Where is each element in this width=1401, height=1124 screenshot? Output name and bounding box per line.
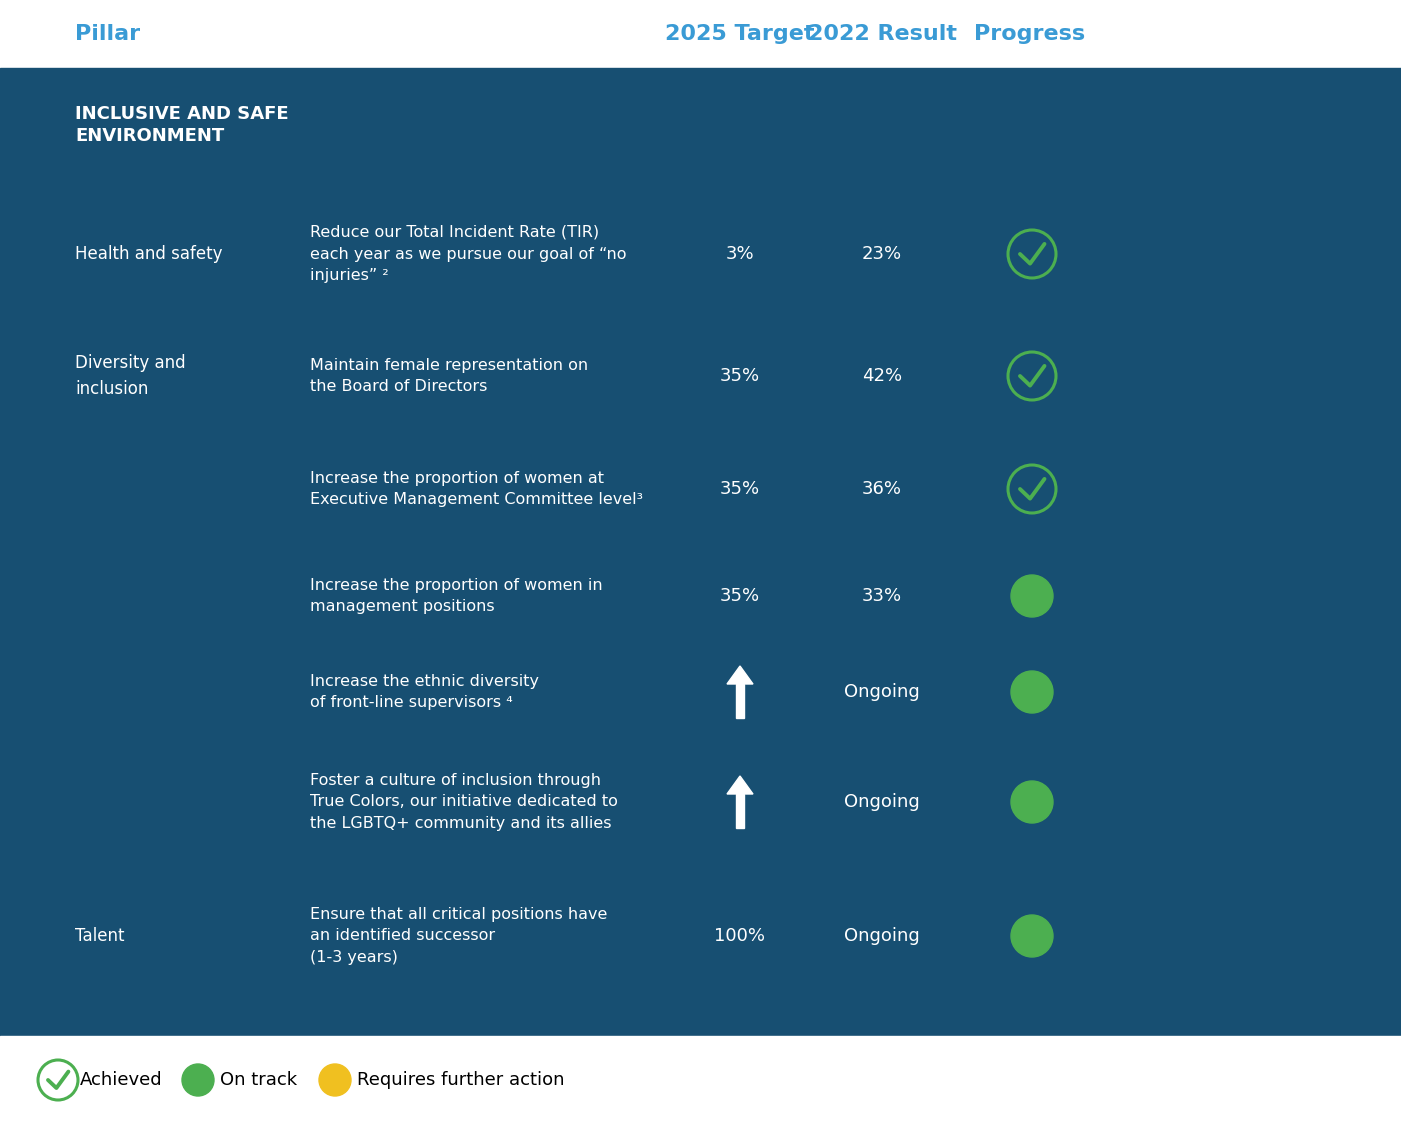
Bar — [0, 1036, 1401, 1124]
Polygon shape — [727, 776, 752, 794]
Text: 35%: 35% — [720, 368, 761, 386]
Text: Ensure that all critical positions have
an identified successor
(1-3 years): Ensure that all critical positions have … — [310, 907, 608, 966]
Text: ENVIRONMENT: ENVIRONMENT — [76, 127, 224, 145]
Text: 33%: 33% — [862, 587, 902, 605]
Text: 36%: 36% — [862, 480, 902, 498]
Text: Ongoing: Ongoing — [845, 683, 920, 701]
Text: 35%: 35% — [720, 587, 761, 605]
Text: Ongoing: Ongoing — [845, 927, 920, 945]
Text: 2022 Result: 2022 Result — [807, 24, 957, 44]
Circle shape — [182, 1064, 214, 1096]
Text: 23%: 23% — [862, 245, 902, 263]
Text: Achieved: Achieved — [80, 1071, 163, 1089]
Text: Health and safety: Health and safety — [76, 245, 223, 263]
Text: Increase the proportion of women in
management positions: Increase the proportion of women in mana… — [310, 578, 602, 615]
Text: Reduce our Total Incident Rate (TIR)
each year as we pursue our goal of “no
inju: Reduce our Total Incident Rate (TIR) eac… — [310, 225, 626, 283]
Text: 2025 Target: 2025 Target — [665, 24, 815, 44]
Circle shape — [319, 1064, 352, 1096]
Text: Increase the ethnic diversity
of front-line supervisors ⁴: Increase the ethnic diversity of front-l… — [310, 673, 539, 710]
Circle shape — [1012, 671, 1054, 713]
Text: 42%: 42% — [862, 368, 902, 386]
Text: 35%: 35% — [720, 480, 761, 498]
Circle shape — [1012, 915, 1054, 957]
Text: On track: On track — [220, 1071, 297, 1089]
Text: Requires further action: Requires further action — [357, 1071, 565, 1089]
Text: INCLUSIVE AND SAFE: INCLUSIVE AND SAFE — [76, 105, 289, 123]
Text: Increase the proportion of women at
Executive Management Committee level³: Increase the proportion of women at Exec… — [310, 471, 643, 507]
Text: Maintain female representation on
the Board of Directors: Maintain female representation on the Bo… — [310, 357, 588, 395]
Text: 3%: 3% — [726, 245, 754, 263]
Text: Ongoing: Ongoing — [845, 794, 920, 812]
Text: Foster a culture of inclusion through
True Colors, our initiative dedicated to
t: Foster a culture of inclusion through Tr… — [310, 773, 618, 831]
Bar — [736, 685, 744, 718]
Bar — [0, 67, 1401, 1036]
Polygon shape — [727, 667, 752, 685]
Circle shape — [1012, 575, 1054, 617]
Text: Pillar: Pillar — [76, 24, 140, 44]
Text: Talent: Talent — [76, 927, 125, 945]
Bar — [736, 794, 744, 828]
Bar — [0, 0, 1401, 67]
Text: Diversity and
inclusion: Diversity and inclusion — [76, 354, 185, 398]
Text: Progress: Progress — [975, 24, 1086, 44]
Circle shape — [1012, 781, 1054, 823]
Text: 100%: 100% — [715, 927, 765, 945]
